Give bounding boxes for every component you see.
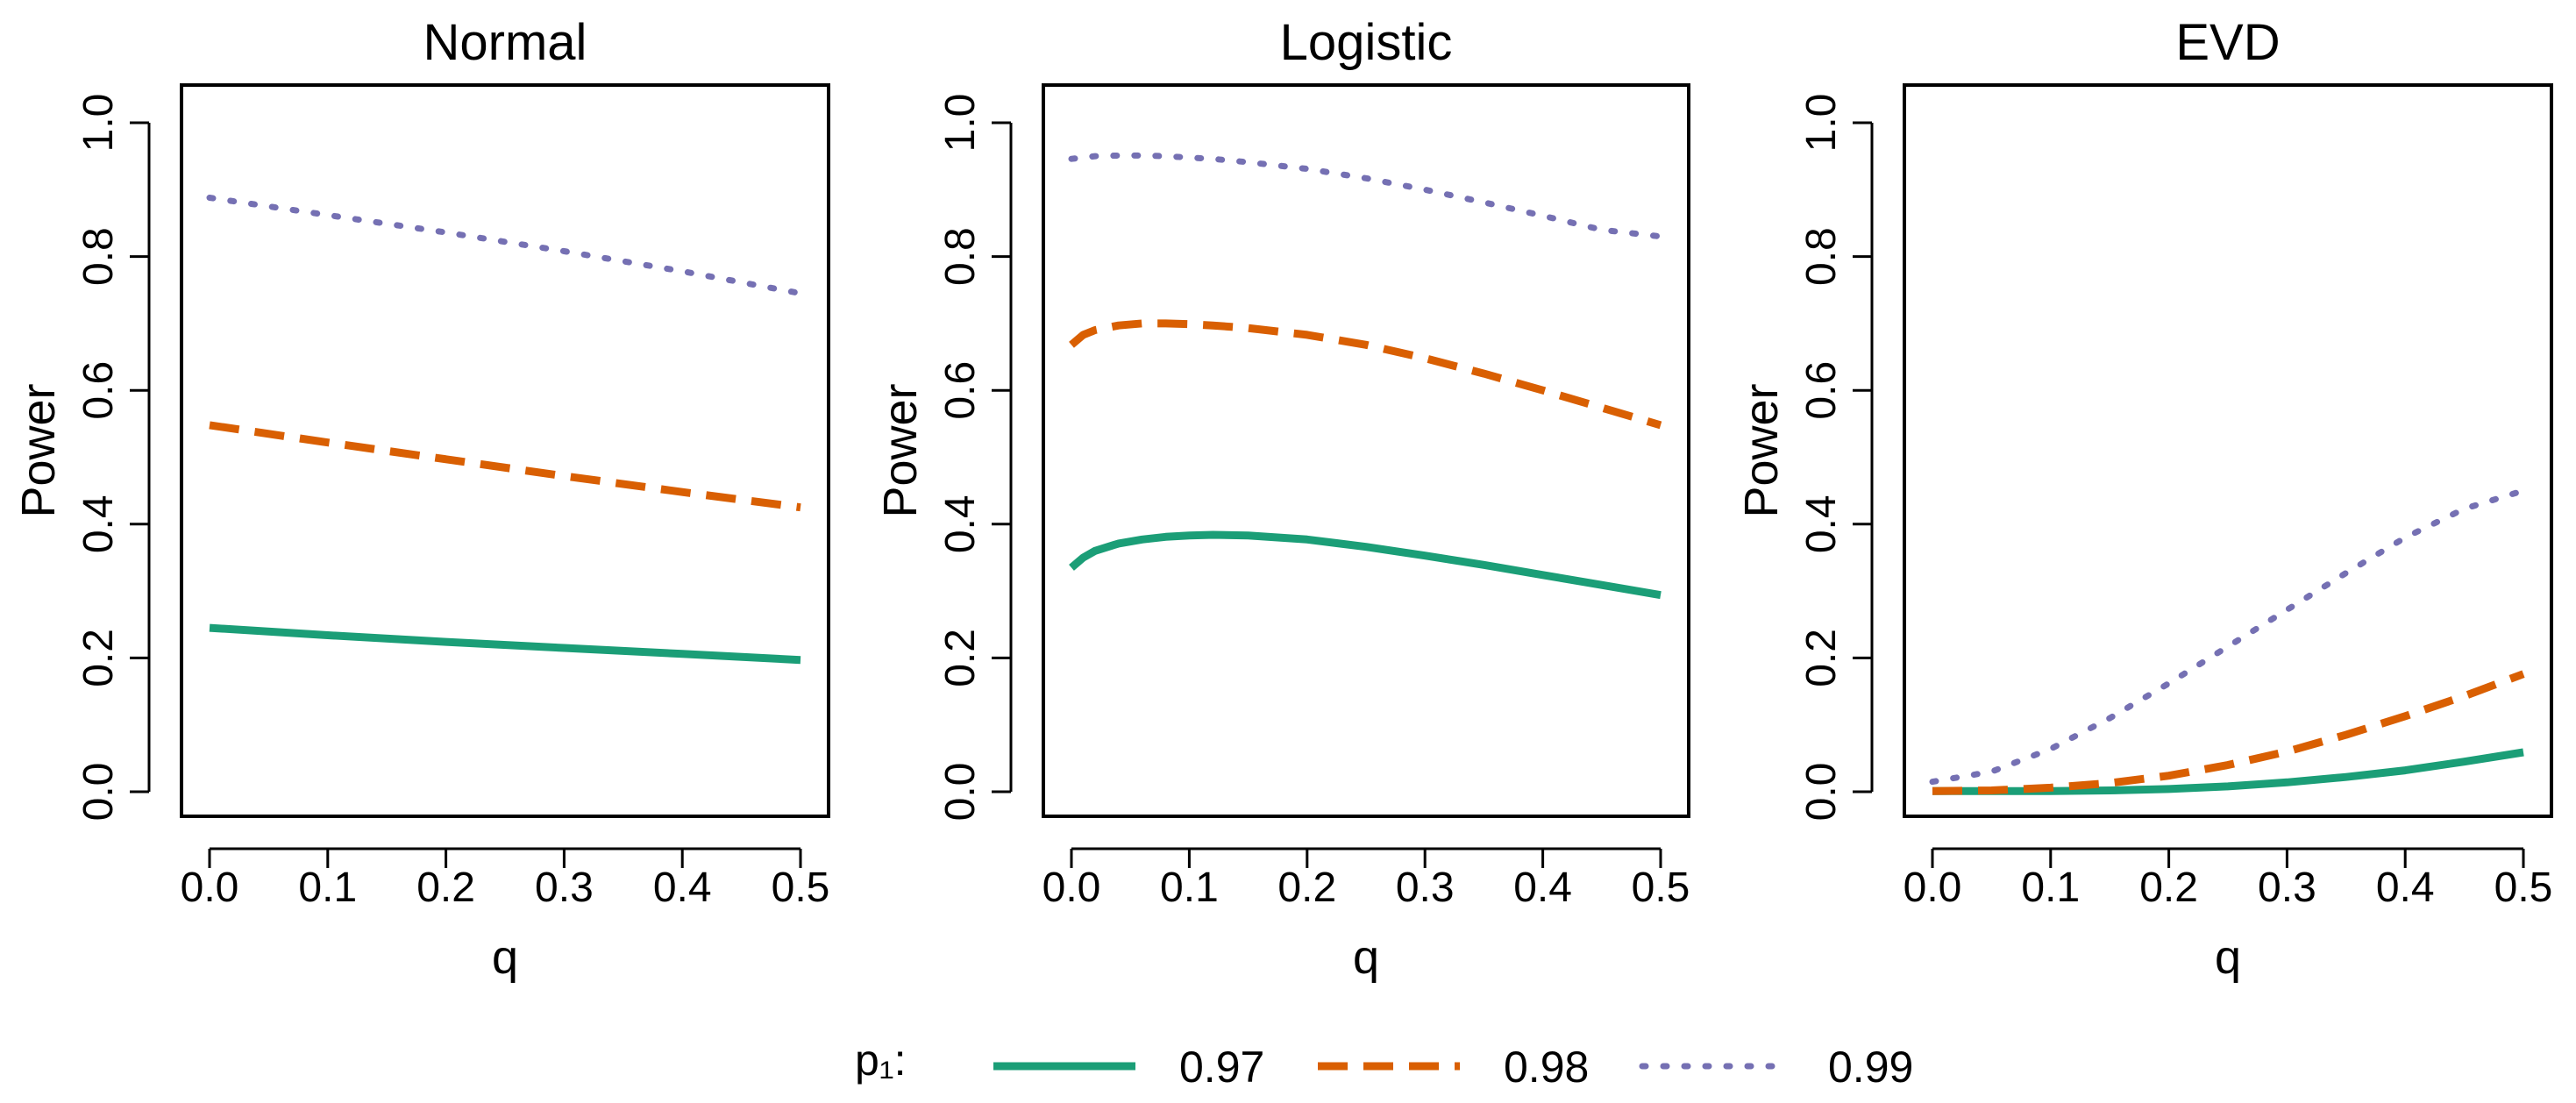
y-tick-label: 0.8 [1798, 227, 1845, 286]
panel-title: Logistic [1280, 14, 1453, 71]
panel-normal: 0.0 0.1 0.2 0.3 0.4 0.5 0.0 0.2 0.4 0.6 0.8 1.0 Norm… [12, 14, 830, 984]
y-axis-label: Power [874, 383, 927, 517]
series-line-0.99 [1068, 152, 1664, 240]
series-line-0.98 [209, 421, 801, 512]
x-tick-label: 0.1 [2021, 865, 2080, 911]
y-tick-label: 0.4 [75, 495, 122, 553]
y-tick-label: 1.0 [1798, 94, 1845, 153]
x-axis-label: q [1353, 931, 1379, 984]
panel-evd: 0.0 0.1 0.2 0.3 0.4 0.5 0.0 0.2 0.4 0.6 0.8 1.0 EVD q… [1735, 14, 2553, 984]
plot-frame [1903, 83, 2553, 818]
x-tick-label: 0.0 [181, 865, 239, 911]
x-axis-label: q [2215, 931, 2241, 984]
series-line-0.98 [1069, 319, 1662, 430]
panels: 0.0 0.1 0.2 0.3 0.4 0.5 0.0 0.2 0.4 0.6 0.8 1.0 Norm… [12, 14, 2553, 984]
series-line-0.97 [1932, 748, 2524, 795]
y-tick-label: 0.2 [75, 629, 122, 687]
series-line-0.97 [1069, 530, 1662, 600]
y-tick-label: 0.2 [937, 629, 984, 687]
x-tick-label: 0.3 [1396, 865, 1455, 911]
y-tick-label: 1.0 [937, 94, 984, 153]
y-tick-label: 0.8 [937, 227, 984, 286]
y-tick-label: 0.0 [1798, 763, 1845, 822]
x-tick-label: 0.0 [1904, 865, 1962, 911]
y-tick-label: 0.6 [937, 361, 984, 420]
y-tick-label: 0.6 [75, 361, 122, 420]
x-tick-label: 0.5 [1632, 865, 1690, 911]
x-tick-label: 0.3 [2258, 865, 2316, 911]
series-line-0.97 [209, 623, 801, 665]
x-tick-label: 0.2 [416, 865, 475, 911]
legend-label-0.98: 0.98 [1504, 1043, 1589, 1092]
y-tick-label: 0.8 [75, 227, 122, 286]
x-tick-label: 0.4 [653, 865, 712, 911]
y-tick-label: 0.0 [937, 763, 984, 822]
plot-frame [1042, 83, 1690, 818]
y-tick-label: 1.0 [75, 94, 122, 153]
x-tick-label: 0.2 [2139, 865, 2198, 911]
panel-title: EVD [2175, 14, 2280, 71]
x-tick-label: 0.5 [772, 865, 830, 911]
y-tick-label: 0.4 [1798, 495, 1845, 553]
y-tick-label: 0.0 [75, 763, 122, 822]
x-tick-label: 0.0 [1042, 865, 1101, 911]
x-tick-label: 0.5 [2494, 865, 2553, 911]
x-tick-label: 0.2 [1277, 865, 1336, 911]
x-axis-label: q [492, 931, 518, 984]
panel-title: Normal [423, 14, 587, 71]
x-tick-label: 0.3 [535, 865, 594, 911]
legend: p₁: 0.97 0.98 0.99 [855, 1035, 1913, 1092]
legend-title: p₁: [855, 1035, 907, 1085]
x-tick-label: 0.4 [1513, 865, 1572, 911]
plot-frame [180, 83, 830, 818]
x-tick-label: 0.4 [2376, 865, 2435, 911]
y-tick-label: 0.4 [937, 495, 984, 553]
series-line-0.99 [1929, 487, 2527, 786]
y-tick-label: 0.6 [1798, 361, 1845, 420]
series-line-0.98 [1932, 670, 2525, 795]
series-line-0.99 [206, 195, 804, 297]
y-axis-label: Power [1735, 383, 1788, 517]
x-tick-label: 0.1 [298, 865, 357, 911]
legend-label-0.97: 0.97 [1179, 1043, 1264, 1092]
x-tick-label: 0.1 [1160, 865, 1219, 911]
panel-logistic: 0.0 0.1 0.2 0.3 0.4 0.5 0.0 0.2 0.4 0.6 0.8 1.0 Logi… [874, 14, 1690, 984]
legend-label-0.99: 0.99 [1828, 1043, 1913, 1092]
y-tick-label: 0.2 [1798, 629, 1845, 687]
y-axis-label: Power [12, 383, 65, 517]
